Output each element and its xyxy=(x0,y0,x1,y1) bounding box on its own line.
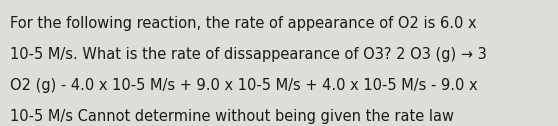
Text: 10-5 M/s. What is the rate of dissappearance of O3? 2 O3 (g) → 3: 10-5 M/s. What is the rate of dissappear… xyxy=(10,47,487,62)
Text: For the following reaction, the rate of appearance of O2 is 6.0 x: For the following reaction, the rate of … xyxy=(10,16,477,31)
Text: 10-5 M/s Cannot determine without being given the rate law: 10-5 M/s Cannot determine without being … xyxy=(10,109,454,124)
Text: O2 (g) - 4.0 x 10-5 M/s + 9.0 x 10-5 M/s + 4.0 x 10-5 M/s - 9.0 x: O2 (g) - 4.0 x 10-5 M/s + 9.0 x 10-5 M/s… xyxy=(10,78,478,93)
